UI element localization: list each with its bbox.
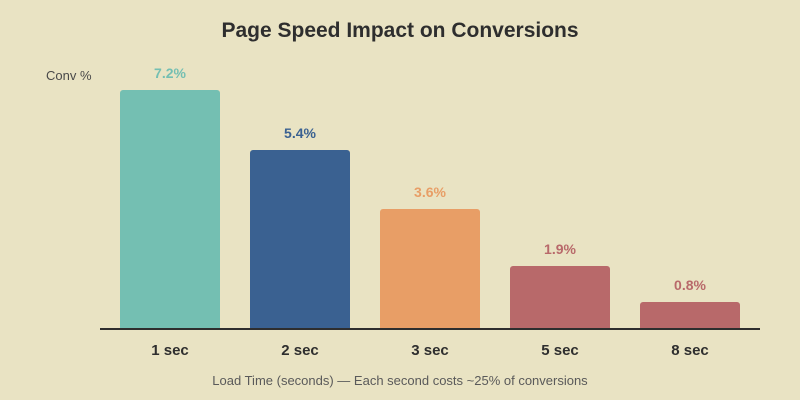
category-label: 2 sec (281, 342, 319, 359)
bar (510, 266, 610, 329)
bar-value-label: 5.4% (284, 125, 316, 141)
category-label: 3 sec (411, 342, 449, 359)
category-label: 5 sec (541, 342, 579, 359)
x-axis-label: Load Time (seconds) — Each second costs … (212, 373, 588, 388)
bar-value-label: 7.2% (154, 65, 186, 81)
category-label: 8 sec (671, 342, 709, 359)
bar-value-label: 1.9% (544, 241, 576, 257)
bar (120, 90, 220, 329)
bar (250, 150, 350, 329)
chart-title: Page Speed Impact on Conversions (221, 19, 579, 42)
y-axis-label: Conv % (46, 68, 92, 83)
bar (640, 302, 740, 329)
bar-value-label: 0.8% (674, 277, 706, 293)
x-axis-line (100, 328, 760, 330)
bar (380, 209, 480, 329)
category-label: 1 sec (151, 342, 189, 359)
bar-value-label: 3.6% (414, 184, 446, 200)
